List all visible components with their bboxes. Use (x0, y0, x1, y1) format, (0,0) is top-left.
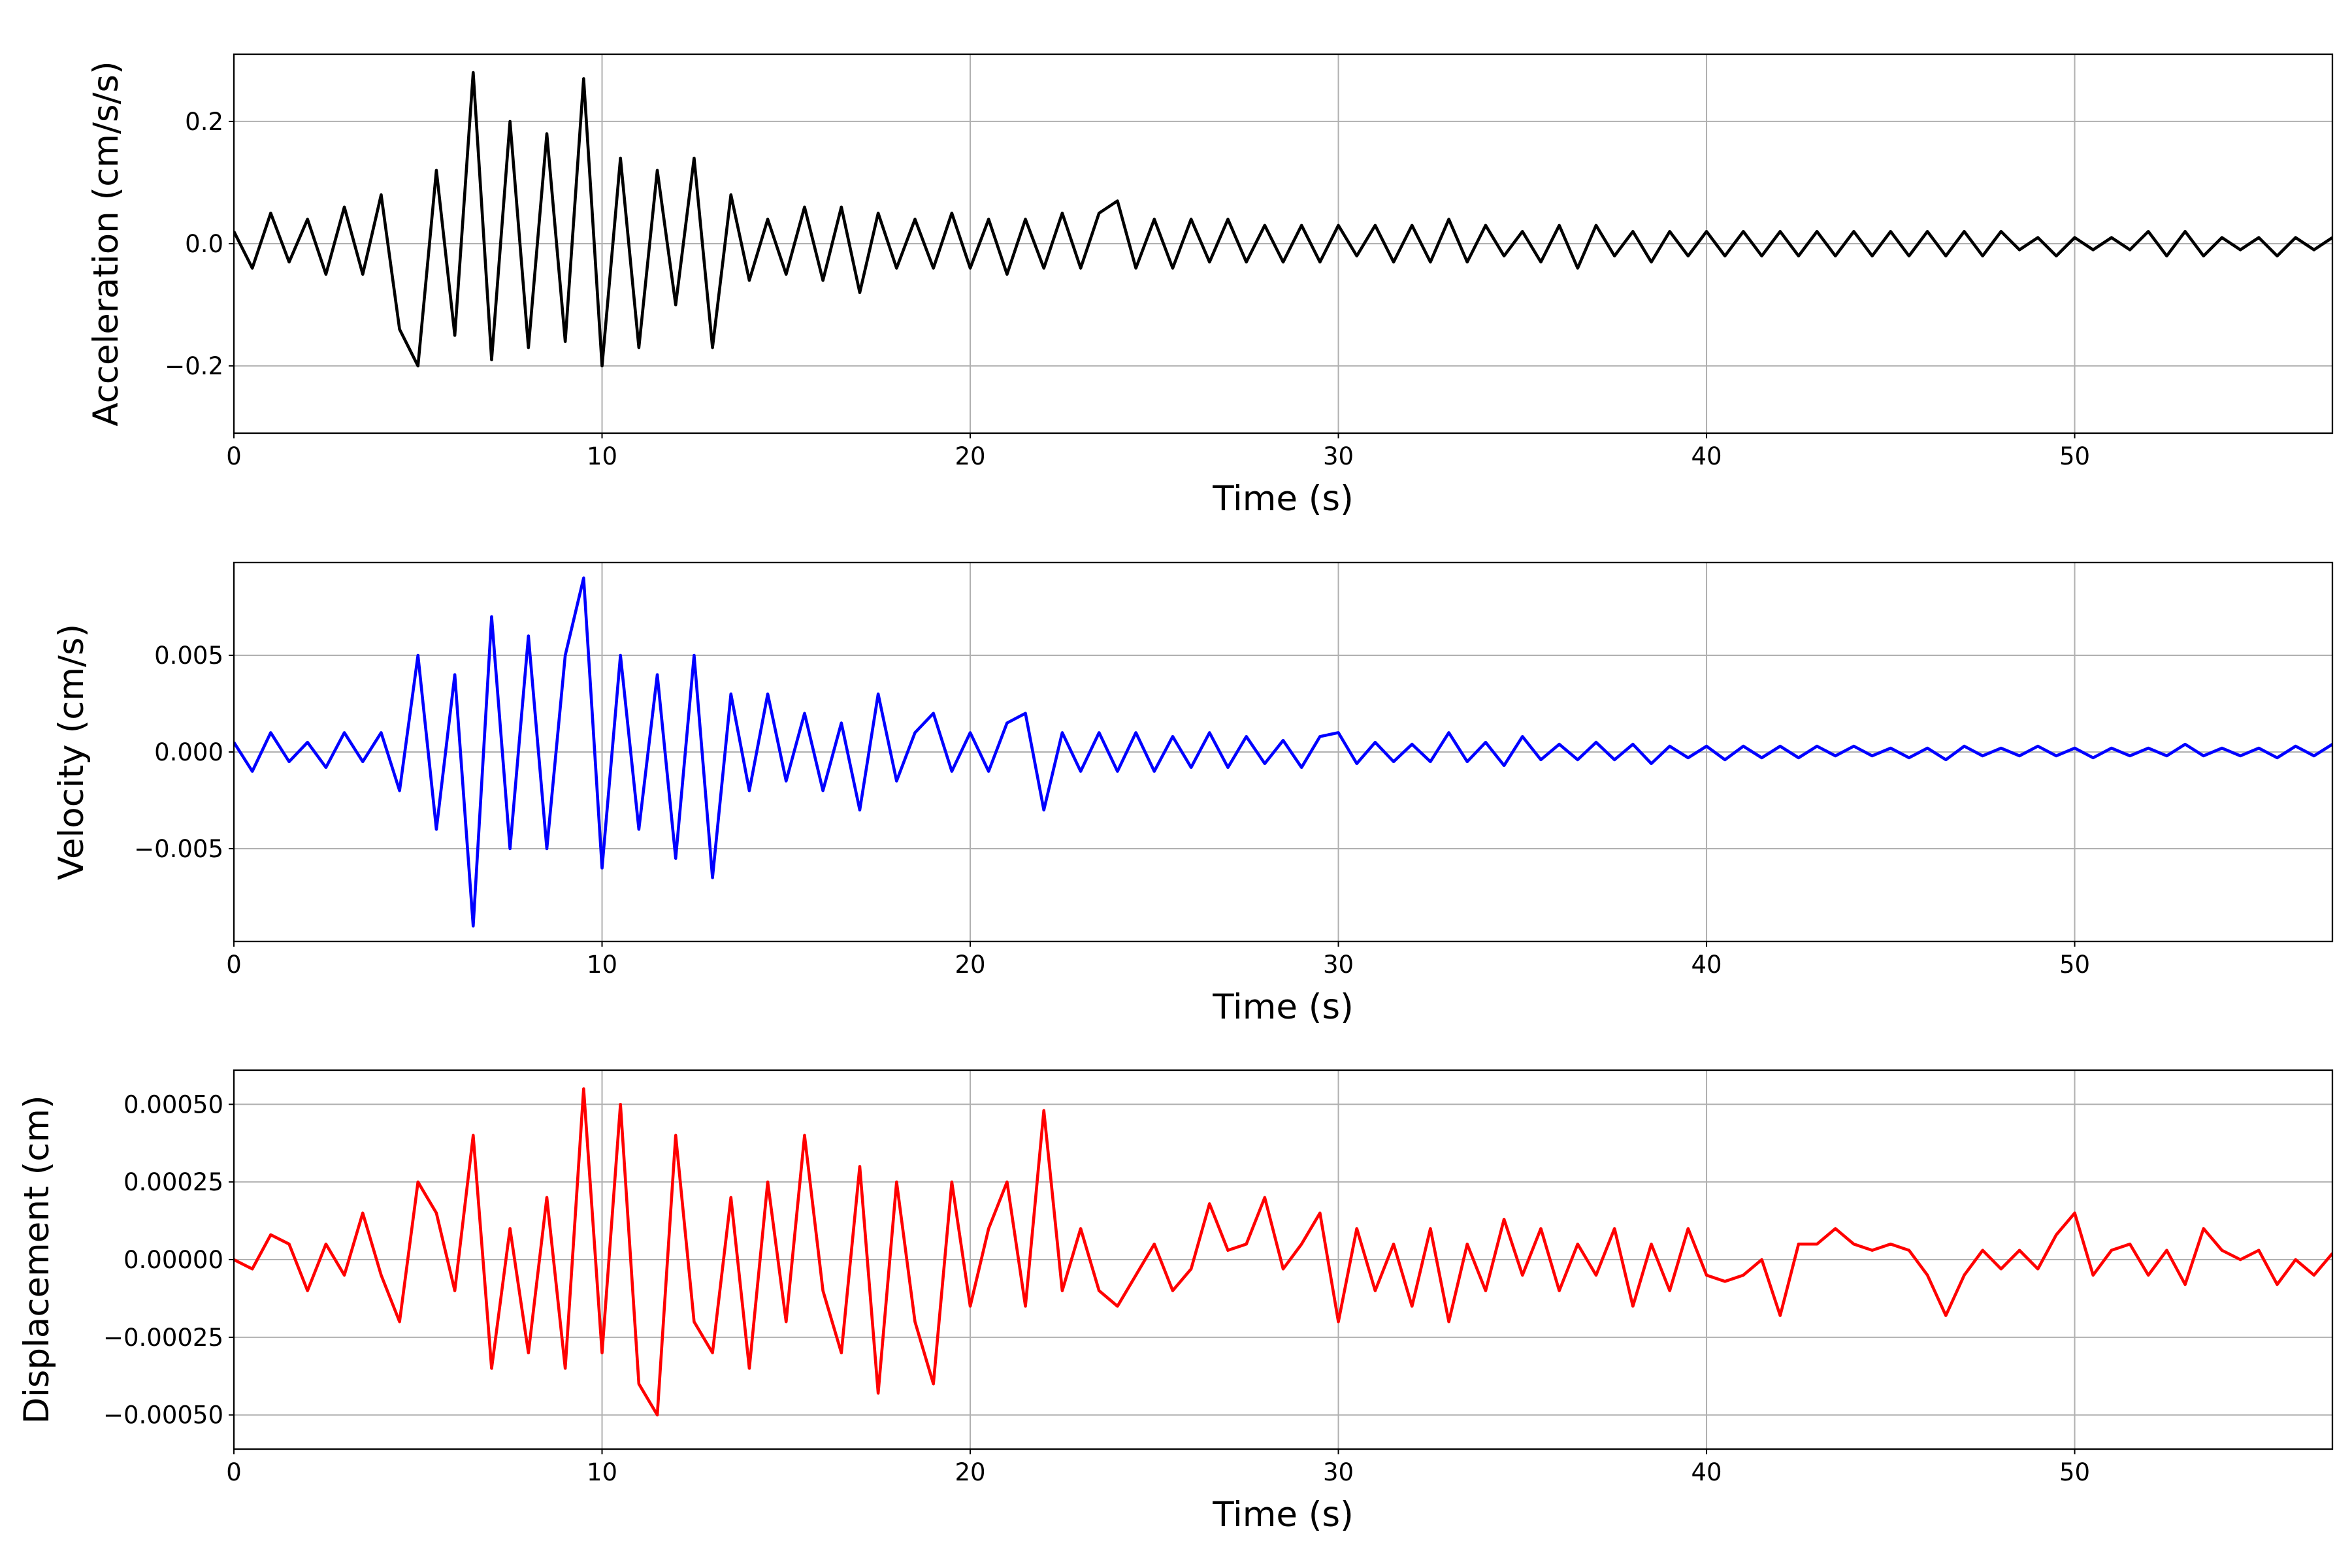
plot-area (234, 71, 2332, 368)
axes-frame (233, 53, 2334, 434)
y-tick-label: −0.00025 (103, 1324, 223, 1352)
x-tick-label: 30 (1323, 951, 1354, 979)
y-axis-label: Velocity (cm/s) (52, 624, 91, 880)
x-tick-label: 10 (587, 951, 617, 979)
x-tick-label: 10 (587, 1458, 617, 1486)
x-axis-label: Time (s) (1212, 479, 1354, 519)
y-tick-label: −0.00050 (103, 1401, 223, 1429)
y-axis-label: Displacement (cm) (17, 1095, 57, 1424)
plot-area (234, 576, 2332, 928)
x-tick-label: 0 (226, 1458, 242, 1486)
y-tick-label: −0.2 (165, 352, 223, 380)
x-tick-label: 40 (1691, 951, 1722, 979)
y-axis-label: Acceleration (cm/s/s) (86, 61, 126, 426)
x-tick-label: 20 (955, 951, 985, 979)
y-tick-label: 0.2 (185, 108, 223, 136)
y-tick-label: −0.005 (134, 835, 223, 863)
x-axis-label: Time (s) (1212, 987, 1354, 1027)
axes-frame (233, 1069, 2334, 1450)
x-tick-label: 50 (2059, 951, 2090, 979)
y-tick-label: 0.00025 (123, 1168, 223, 1196)
x-tick-label: 30 (1323, 442, 1354, 470)
x-tick-label: 50 (2059, 442, 2090, 470)
axes-frame (233, 561, 2334, 943)
x-tick-label: 0 (226, 442, 242, 470)
y-tick-label: 0.000 (154, 738, 223, 766)
x-tick-label: 20 (955, 442, 985, 470)
y-tick-label: 0.00000 (123, 1246, 223, 1274)
x-axis-label: Time (s) (1212, 1495, 1354, 1535)
y-tick-label: 0.005 (154, 642, 223, 670)
data-line (234, 576, 2332, 928)
x-tick-label: 50 (2059, 1458, 2090, 1486)
x-tick-label: 40 (1691, 1458, 1722, 1486)
x-tick-label: 20 (955, 1458, 985, 1486)
plot-area (234, 1087, 2332, 1416)
y-tick-label: 0.00050 (123, 1090, 223, 1119)
x-tick-label: 30 (1323, 1458, 1354, 1486)
y-tick-label: 0.0 (185, 230, 223, 258)
x-tick-label: 0 (226, 951, 242, 979)
data-line (234, 71, 2332, 368)
data-line (234, 1087, 2332, 1416)
x-tick-label: 40 (1691, 442, 1722, 470)
x-tick-label: 10 (587, 442, 617, 470)
